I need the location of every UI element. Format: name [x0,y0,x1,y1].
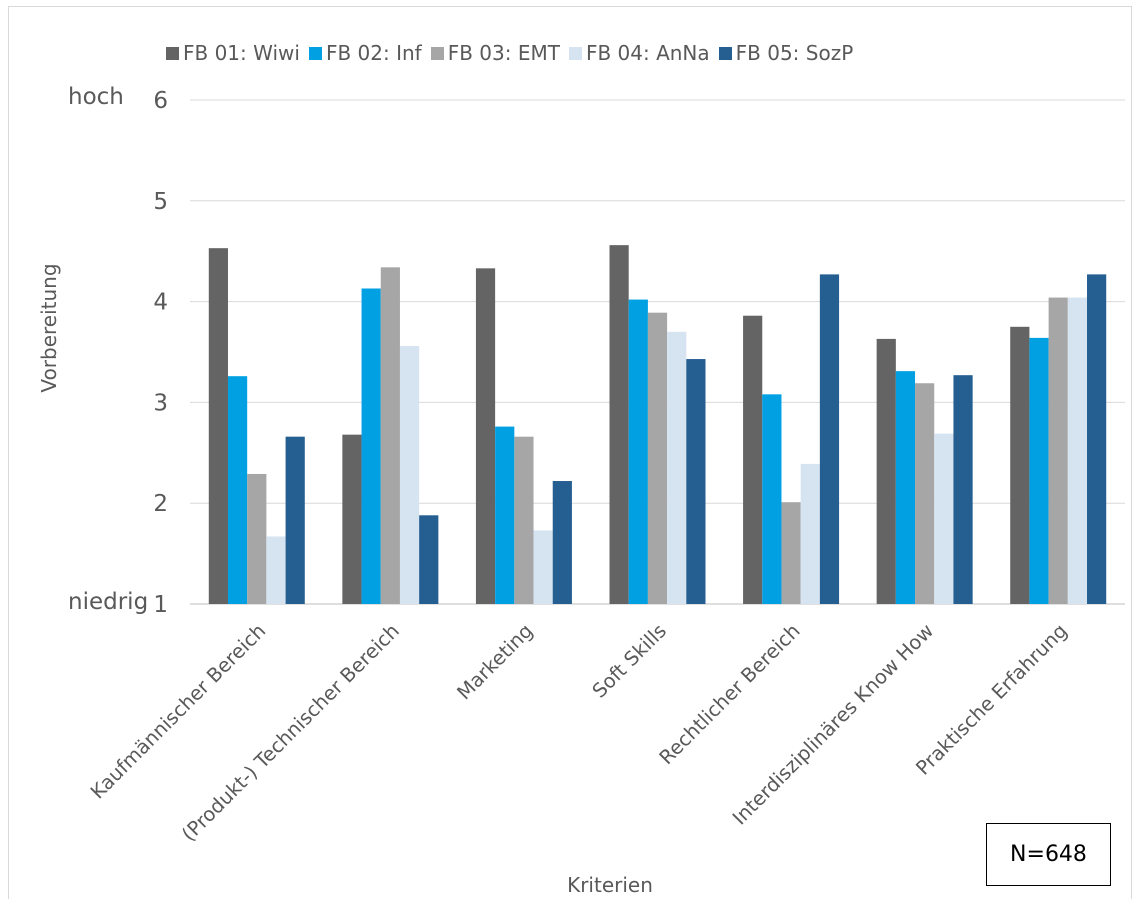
legend: FB 01: Wiwi FB 02: Inf FB 03: EMT FB 04:… [166,36,862,70]
bar [285,436,305,604]
bar [781,502,801,604]
bar [876,338,896,604]
bar [495,426,515,604]
bar [380,267,400,604]
legend-swatch-fb05 [718,46,732,60]
bar [915,383,935,604]
legend-label-fb01: FB 01: Wiwi [183,41,300,65]
bar [934,433,954,604]
bar [247,473,267,604]
bar [647,312,668,604]
bar [895,371,916,604]
bar [1010,326,1030,604]
bar [266,536,286,604]
sample-size-box: N=648 [986,823,1111,886]
bar [762,394,782,604]
bars [208,245,1107,605]
bar [514,436,534,604]
legend-item-fb05: FB 05: SozP [718,41,854,65]
bar [686,359,706,604]
bar [361,288,381,604]
legend-label-fb05: FB 05: SozP [735,41,854,65]
sample-size-label: N=648 [1010,842,1087,867]
y-tick-labels: 1 2 3 4 5 6 [153,88,168,618]
legend-swatch-fb02 [308,46,322,60]
legend-item-fb03: FB 03: EMT [430,41,560,65]
bar [227,376,248,604]
y-tick-label: 6 [153,88,168,114]
y-tick-label: 2 [153,491,168,517]
bar [628,299,648,604]
legend-swatch-fb04 [568,46,582,60]
legend-item-fb01: FB 01: Wiwi [166,41,300,65]
y-tick-label: 5 [153,189,168,215]
bar [800,463,820,604]
bar [399,345,420,604]
category-labels: Kaufmännischer Bereich(Produkt-) Technis… [86,619,1072,846]
chart-frame [8,6,1132,899]
category-label: (Produkt-) Technischer Bereich [177,619,404,846]
bar [419,515,439,604]
bar [342,434,362,604]
legend-swatch-fb03 [430,46,444,60]
bar [552,481,572,604]
bar [1029,337,1049,604]
legend-swatch-fb01 [166,46,179,60]
category-label: Rechtlicher Bereich [655,619,805,769]
y-annotation-bottom: niedrig [68,589,148,615]
bar [819,274,840,604]
legend-item-fb04: FB 04: AnNa [568,41,710,65]
category-label: Soft Skills [588,619,671,702]
category-label: Marketing [452,619,537,704]
bar [743,315,763,604]
bar [208,248,228,604]
bar [533,530,553,604]
y-tick-label: 1 [153,592,168,618]
bar [1048,297,1068,604]
bar [1067,297,1088,604]
y-axis-title: Vorbereitung [37,263,61,392]
y-tick-label: 3 [153,390,168,416]
y-annotation-top: hoch [68,84,124,110]
legend-label-fb03: FB 03: EMT [447,41,560,65]
bar [475,268,496,604]
legend-label-fb02: FB 02: Inf [325,41,422,65]
legend-item-fb02: FB 02: Inf [308,41,422,65]
bar [1087,274,1107,604]
x-axis-title: Kriterien [567,873,653,897]
category-label: Praktische Erfahrung [911,619,1071,779]
bar [609,245,629,605]
legend-label-fb04: FB 04: AnNa [585,41,710,65]
y-tick-label: 4 [153,290,168,316]
bar [667,331,687,604]
bar [953,375,973,604]
